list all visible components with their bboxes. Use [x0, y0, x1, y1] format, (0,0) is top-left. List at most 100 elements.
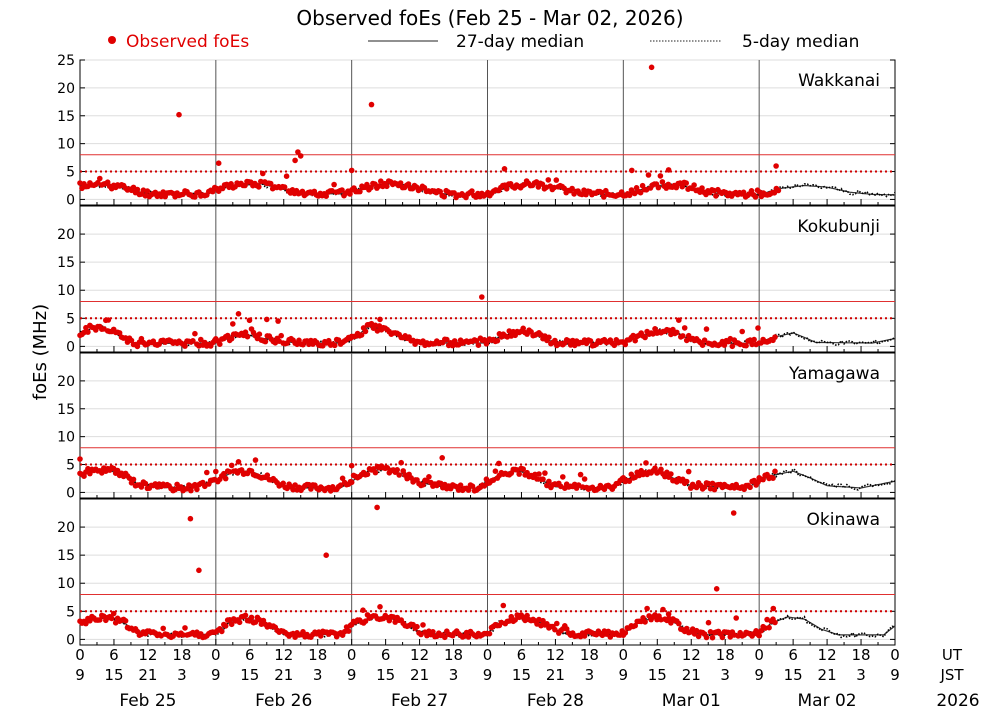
observed-point	[540, 617, 546, 624]
observed-point	[622, 630, 629, 636]
observed-point	[377, 316, 383, 323]
observed-point	[230, 321, 236, 327]
observed-point	[697, 189, 703, 195]
observed-point	[668, 471, 674, 477]
legend: Observed foEs 27-day median 5-day median	[108, 32, 859, 52]
observed-point	[674, 329, 680, 336]
jst-tick-label: 9	[890, 666, 900, 684]
observed-point	[516, 471, 522, 477]
observed-point	[235, 311, 242, 317]
observed-point	[770, 605, 777, 612]
observed-point	[187, 515, 194, 522]
observed-point	[426, 474, 432, 480]
observed-point	[703, 634, 710, 641]
observed-point	[577, 471, 584, 478]
observed-point	[713, 193, 719, 199]
jst-tick-label: 21	[410, 666, 429, 684]
observed-point	[465, 487, 472, 493]
observed-point	[372, 469, 379, 476]
jst-tick-label: 3	[177, 666, 187, 684]
observed-point	[665, 167, 672, 173]
jst-tick-label: 21	[682, 666, 701, 684]
y-tick-label: 5	[66, 311, 75, 327]
observed-point	[469, 483, 476, 490]
jst-tick-label: 9	[754, 666, 764, 684]
observed-point	[637, 189, 644, 196]
jst-tick-label: 3	[856, 666, 866, 684]
observed-point	[743, 342, 749, 349]
observed-point	[158, 193, 164, 200]
observed-point	[772, 619, 778, 626]
observed-point	[235, 459, 242, 465]
jst-tick-label: 9	[619, 666, 629, 684]
observed-point	[397, 180, 404, 186]
observed-point	[569, 185, 575, 192]
observed-point	[378, 178, 384, 184]
y-tick-label: 10	[57, 576, 75, 592]
observed-point	[242, 329, 249, 336]
observed-point	[83, 620, 89, 627]
observed-point	[740, 189, 747, 196]
observed-point	[552, 337, 558, 344]
observed-point	[221, 470, 227, 477]
observed-point	[560, 474, 566, 480]
observed-point	[358, 332, 365, 338]
observed-points	[77, 455, 778, 494]
panel-okinawa: 0 5 10 15 20 Okinawa	[57, 498, 896, 648]
observed-point	[295, 149, 301, 155]
observed-point	[719, 634, 726, 641]
observed-point	[192, 194, 198, 200]
observed-point	[587, 338, 594, 344]
observed-point	[503, 186, 510, 192]
ut-tick-label: 18	[308, 646, 327, 664]
observed-point	[306, 481, 312, 488]
observed-point	[457, 482, 464, 489]
observed-point	[645, 172, 652, 178]
y-axis-label: foEs (MHz)	[30, 304, 51, 400]
legend-observed-label: Observed foEs	[126, 32, 249, 52]
jst-tick-label: 9	[483, 666, 493, 684]
observed-point	[81, 473, 87, 480]
observed-point	[348, 167, 355, 174]
observed-point	[194, 486, 200, 493]
observed-point	[479, 294, 485, 300]
observed-point	[691, 182, 697, 188]
observed-point	[182, 625, 188, 631]
ut-tick-label: 0	[211, 646, 221, 664]
observed-point	[242, 612, 249, 619]
observed-point	[554, 620, 560, 627]
observed-point	[506, 618, 513, 624]
observed-point	[182, 343, 188, 349]
observed-point	[430, 629, 436, 635]
observed-point	[629, 167, 635, 174]
observed-point	[97, 175, 103, 182]
observed-point	[77, 456, 83, 462]
observed-point	[420, 622, 426, 628]
observed-point	[297, 153, 304, 159]
observed-point	[384, 465, 391, 471]
observed-point	[751, 336, 757, 343]
observed-point	[760, 476, 766, 483]
y-tick-label: 20	[57, 81, 75, 97]
observed-point	[290, 486, 296, 493]
panel-wakkanai: 0 5 10 15 20 25 Wakkanai	[57, 53, 896, 208]
y-tick-label: 15	[57, 548, 75, 564]
observed-point	[281, 184, 288, 190]
ut-tick-label: 0	[347, 646, 357, 664]
observed-point	[648, 64, 655, 71]
observed-point	[469, 188, 475, 194]
observed-point	[699, 342, 706, 349]
observed-point	[730, 510, 737, 516]
observed-point	[222, 475, 229, 482]
y-tick-label: 0	[66, 485, 75, 501]
observed-point	[264, 316, 270, 323]
observed-point	[192, 481, 198, 488]
observed-point	[348, 479, 355, 486]
observed-point	[339, 187, 345, 193]
observed-point	[657, 173, 664, 179]
observed-point	[465, 634, 472, 640]
ut-tick-label: 12	[410, 646, 429, 664]
observed-point	[756, 632, 762, 639]
observed-point	[160, 625, 166, 632]
observed-point	[683, 180, 689, 186]
